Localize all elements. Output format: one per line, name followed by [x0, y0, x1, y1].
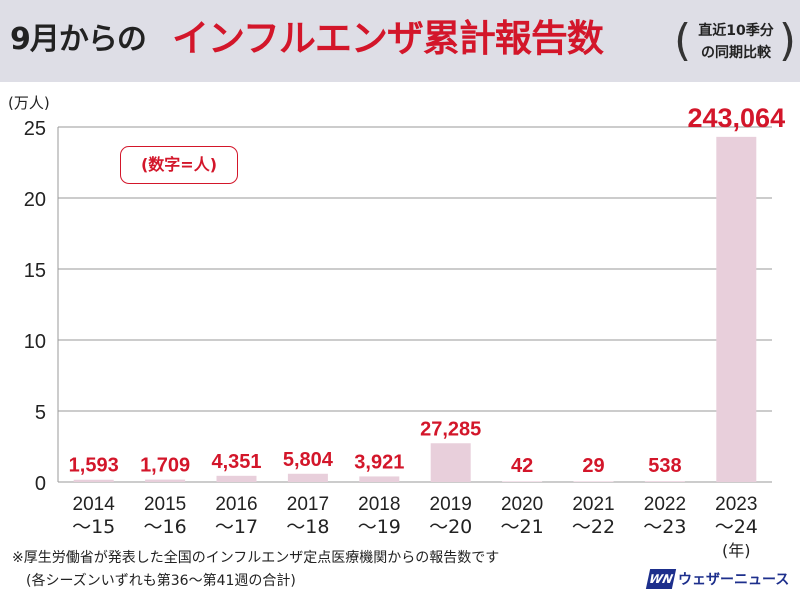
bar-value-label: 5,804	[283, 449, 334, 471]
x-tick-label-year: 2022	[644, 494, 686, 515]
y-tick-label: 15	[24, 260, 46, 282]
bar-value-label: 1,593	[69, 455, 119, 477]
bar	[359, 476, 400, 482]
bar-value-label: 1,709	[140, 455, 190, 477]
x-tick-label-range: 〜18	[286, 516, 329, 538]
bar	[430, 443, 471, 482]
bar	[73, 479, 114, 482]
y-tick-label: 20	[24, 189, 46, 211]
footnote-line-1: ※厚生労働省が発表した全国のインフルエンザ定点医療機関からの報告数です	[12, 550, 500, 566]
note-box: (数字=人)	[120, 146, 238, 184]
x-tick-label-range: 〜15	[72, 516, 115, 538]
bar-value-label: 243,064	[687, 103, 785, 133]
bar-value-label: 27,285	[420, 418, 481, 440]
x-tick-label-year: 2020	[501, 494, 543, 515]
subtitle-line-1: 直近10季分	[698, 23, 774, 39]
x-tick-label-year: 2023	[715, 494, 757, 515]
logo-name: ウェザーニュース	[678, 571, 790, 588]
y-tick-label: 5	[35, 402, 46, 424]
bar	[502, 481, 543, 482]
subtitle-paren-close: )	[778, 15, 796, 66]
x-tick-label-year: 2019	[430, 494, 472, 515]
header-banner: 9月からの インフルエンザ累計報告数 ( 直近10季分 の同期比較 )	[0, 0, 800, 82]
bar	[216, 475, 257, 482]
x-tick-label-range: 〜21	[501, 516, 544, 538]
bar	[573, 481, 614, 482]
x-tick-label-year: 2021	[572, 494, 614, 515]
logo-mark: WN	[645, 568, 677, 589]
bar-value-label: 42	[511, 455, 533, 477]
y-axis-unit-label: (万人)	[8, 94, 50, 112]
subtitle-line-2: の同期比較	[701, 45, 771, 61]
x-axis-unit-label: (年)	[722, 541, 751, 560]
x-tick-label-year: 2015	[144, 494, 186, 515]
title-lead: 9月からの	[10, 22, 147, 57]
bar	[145, 479, 186, 482]
x-tick-label-year: 2016	[215, 494, 257, 515]
bar-value-label: 29	[582, 455, 604, 477]
bar	[644, 481, 685, 482]
y-tick-label: 0	[35, 473, 46, 495]
x-tick-label-range: 〜19	[358, 516, 401, 538]
x-tick-label-range: 〜16	[144, 516, 187, 538]
subtitle-paren-open: (	[674, 15, 692, 66]
x-tick-label-range: 〜23	[643, 516, 686, 538]
x-tick-label-range: 〜17	[215, 516, 258, 538]
x-tick-label-range: 〜20	[429, 516, 472, 538]
footnote-line-2: (各シーズンいずれも第36〜第41週の合計)	[26, 573, 296, 589]
bar-value-label: 3,921	[354, 451, 404, 473]
x-tick-label-range: 〜22	[572, 516, 615, 538]
x-tick-label-year: 2017	[287, 494, 329, 515]
bar-value-label: 4,351	[211, 451, 261, 473]
bar	[716, 136, 757, 482]
chart-title: インフルエンザ累計報告数	[172, 17, 604, 60]
bar	[287, 473, 328, 482]
bar-value-label: 538	[648, 455, 681, 477]
subtitle-box: ( 直近10季分 の同期比較 )	[674, 12, 796, 70]
weathernews-logo: WN ウェザーニュース	[645, 568, 790, 590]
x-tick-label-year: 2014	[73, 494, 116, 515]
x-tick-label-year: 2018	[358, 494, 400, 515]
x-tick-label-range: 〜24	[715, 516, 758, 538]
y-tick-label: 10	[24, 331, 46, 353]
y-tick-label: 25	[24, 118, 46, 140]
